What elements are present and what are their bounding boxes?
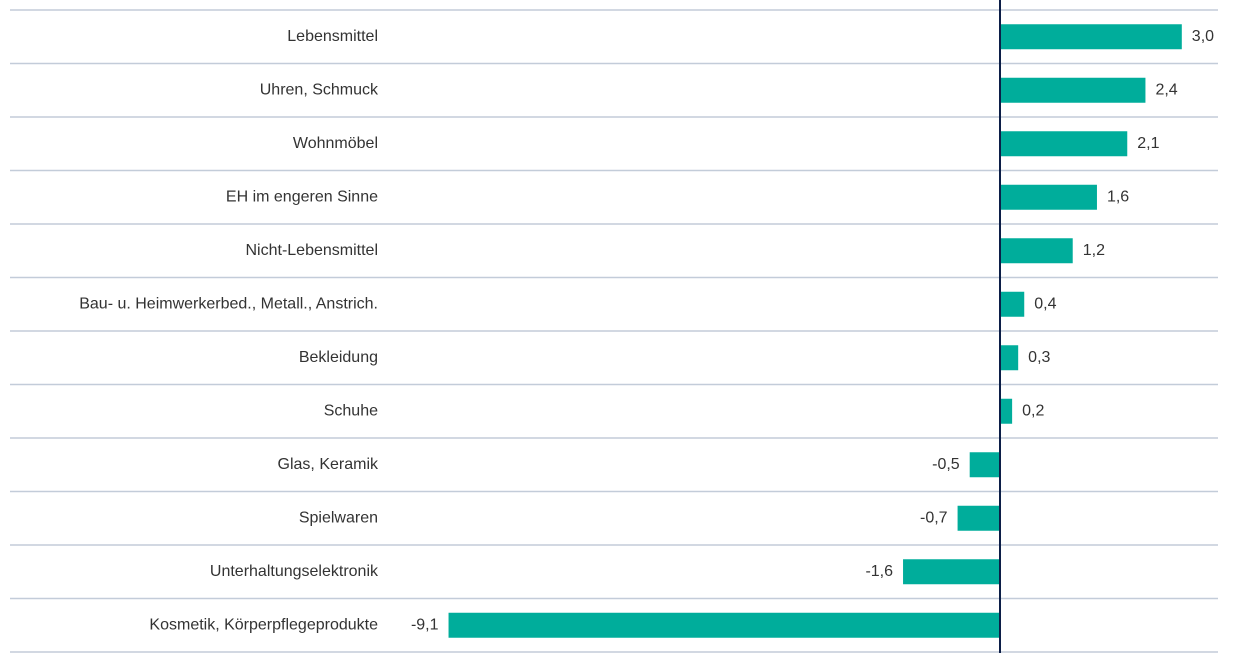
category-label: EH im engeren Sinne bbox=[226, 188, 378, 205]
category-label: Bau- u. Heimwerkerbed., Metall., Anstric… bbox=[79, 295, 378, 312]
bar bbox=[1000, 131, 1128, 157]
category-label: Bekleidung bbox=[299, 349, 378, 366]
value-label: 3,0 bbox=[1192, 28, 1214, 45]
value-label: -9,1 bbox=[411, 616, 439, 633]
bar bbox=[1000, 24, 1182, 50]
category-label: Wohnmöbel bbox=[293, 135, 378, 152]
bar bbox=[1000, 238, 1073, 264]
value-label: 2,1 bbox=[1137, 135, 1159, 152]
category-label: Unterhaltungselektronik bbox=[210, 563, 379, 580]
value-label: 1,2 bbox=[1083, 242, 1105, 259]
bar bbox=[903, 559, 1000, 585]
category-label: Uhren, Schmuck bbox=[260, 81, 379, 98]
value-label: -0,5 bbox=[932, 456, 960, 473]
bar bbox=[1000, 291, 1025, 317]
category-label: Glas, Keramik bbox=[278, 456, 379, 473]
bar bbox=[957, 505, 1000, 531]
value-label: -0,7 bbox=[920, 509, 948, 526]
category-label: Kosmetik, Körperpflegeprodukte bbox=[149, 616, 378, 633]
bar bbox=[448, 612, 1000, 638]
bar bbox=[1000, 398, 1013, 424]
value-label: 0,4 bbox=[1034, 295, 1056, 312]
category-label: Nicht-Lebensmittel bbox=[246, 242, 379, 259]
value-label: 2,4 bbox=[1155, 81, 1177, 98]
value-label: 0,2 bbox=[1022, 402, 1044, 419]
category-label: Lebensmittel bbox=[287, 28, 378, 45]
bar bbox=[1000, 184, 1097, 210]
value-label: 0,3 bbox=[1028, 349, 1050, 366]
bar bbox=[1000, 345, 1019, 371]
bar bbox=[969, 452, 1000, 478]
category-label: Schuhe bbox=[324, 402, 378, 419]
value-label: 1,6 bbox=[1107, 188, 1129, 205]
category-label: Spielwaren bbox=[299, 509, 378, 526]
value-label: -1,6 bbox=[865, 563, 893, 580]
bar bbox=[1000, 77, 1146, 103]
